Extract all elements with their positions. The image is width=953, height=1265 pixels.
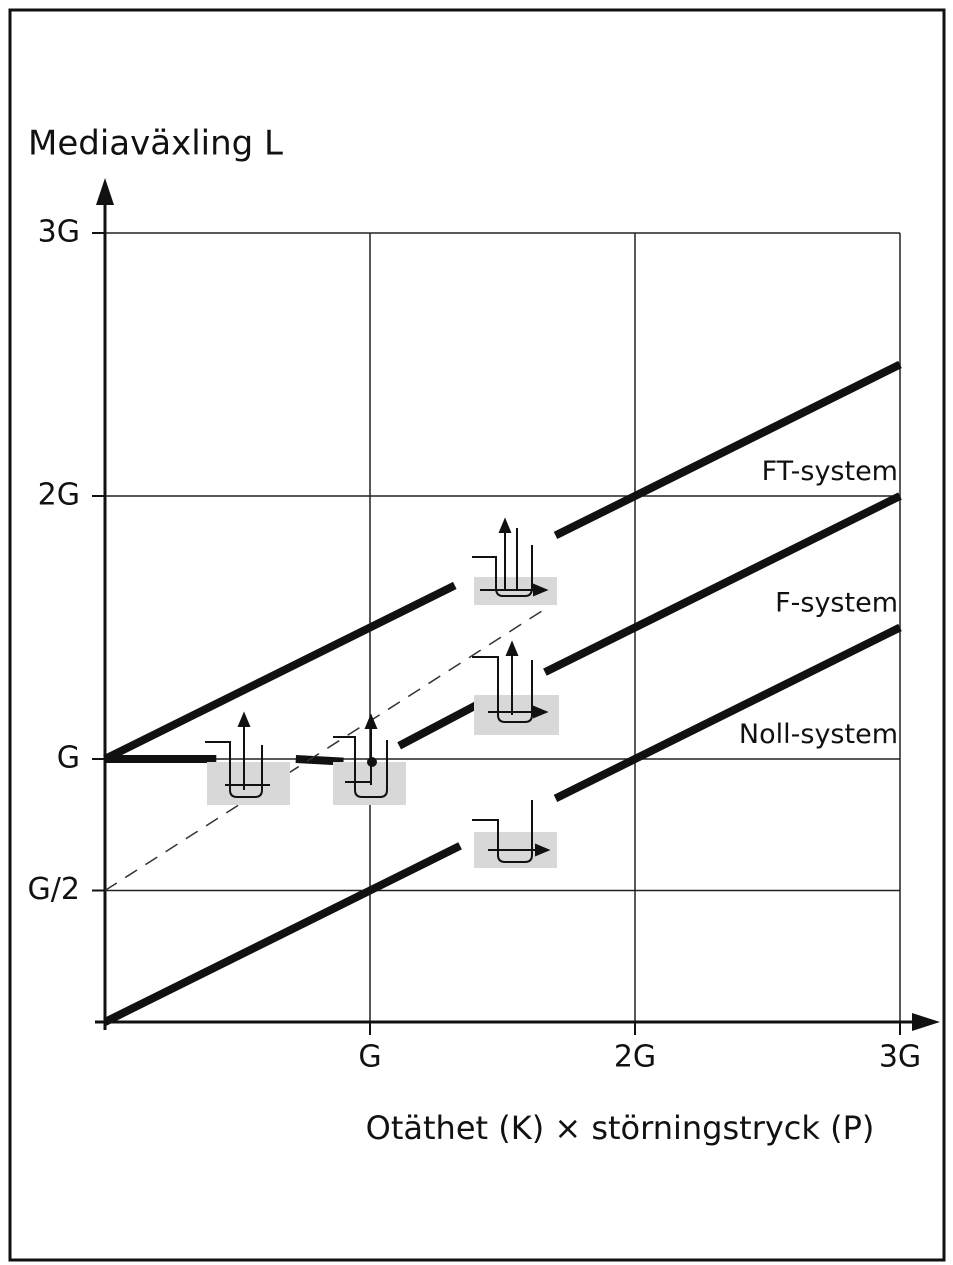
series-label: Noll-system	[739, 719, 898, 750]
y-tick-label: 3G	[38, 215, 80, 250]
plot: FT-system F-system Noll-system	[105, 365, 900, 1023]
x-axis-label: Otäthet (K) × störningstryck (P)	[366, 1109, 875, 1147]
chart: Mediaväxling L Otäthet (K) × störningstr…	[0, 0, 953, 1265]
frame	[10, 10, 944, 1260]
series-label: FT-system	[762, 456, 898, 487]
series-label: F-system	[775, 588, 898, 619]
tank-icon	[472, 643, 559, 735]
series-line	[105, 628, 900, 1023]
y-tick-label: G	[57, 741, 80, 776]
tank-icons	[205, 520, 559, 868]
chart-title: Mediaväxling L	[28, 124, 283, 164]
grid	[92, 233, 900, 1035]
x-tick-label: G	[358, 1040, 381, 1075]
y-arrow	[96, 178, 114, 205]
y-tick-label: 2G	[38, 478, 80, 513]
x-tick-label: 3G	[879, 1040, 921, 1075]
x-tick-label: 2G	[614, 1040, 656, 1075]
page: Mediaväxling L Otäthet (K) × störningstr…	[0, 0, 953, 1265]
y-tick-label: G/2	[28, 872, 80, 907]
x-arrow	[912, 1013, 940, 1031]
tank-icon	[472, 520, 557, 605]
tank-icon	[472, 800, 557, 868]
